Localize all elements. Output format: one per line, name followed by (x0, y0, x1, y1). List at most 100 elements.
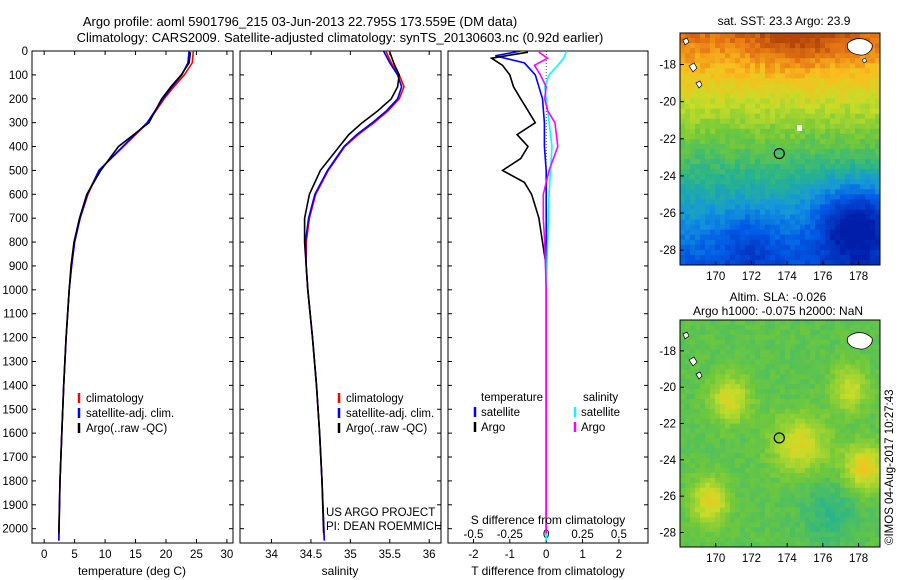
map-cell (810, 194, 816, 200)
map-cell (765, 149, 771, 155)
map-cell (805, 118, 811, 125)
map-cell (695, 33, 701, 39)
map-cell (825, 334, 831, 341)
map-cell (860, 199, 866, 205)
map-cell (745, 542, 751, 547)
map-cell (810, 384, 816, 390)
map-cell (760, 389, 766, 395)
map-cell (695, 389, 701, 395)
map-cell (815, 123, 821, 130)
map-cell (875, 83, 880, 89)
map-cell (715, 43, 721, 49)
map-cell (785, 482, 791, 489)
map-cell (870, 239, 876, 246)
map-cell (805, 149, 811, 155)
map-cell (740, 108, 746, 115)
map-cell (850, 379, 856, 385)
map-cell (775, 497, 781, 503)
map-cell (850, 169, 856, 175)
map-cell (870, 507, 876, 513)
map-cell (800, 394, 806, 400)
map-cell (765, 320, 771, 326)
map-cell (785, 468, 791, 474)
map-cell (840, 128, 846, 135)
x-top-tick-label: -0.5 (464, 529, 484, 541)
map-cell (760, 259, 766, 265)
map-cell (835, 133, 841, 140)
map-cell (690, 184, 696, 190)
map-cell (780, 108, 786, 115)
map-cell (805, 413, 811, 420)
map-cell (865, 472, 871, 479)
map-cell (805, 38, 811, 44)
map-cell (785, 159, 791, 165)
map-cell (780, 149, 786, 155)
map-cell (865, 320, 871, 326)
map-cell (855, 423, 861, 429)
map-cell (710, 522, 716, 528)
map-cell (805, 374, 811, 380)
map-cell (795, 418, 801, 425)
map-cell (745, 389, 751, 395)
map-cell (680, 433, 686, 439)
map-cell (870, 344, 876, 350)
map-cell (805, 364, 811, 370)
map-cell (775, 418, 781, 425)
pi-note: PI: DEAN ROEMMICH (326, 521, 442, 533)
map-cell (805, 68, 811, 74)
map-cell (710, 364, 716, 370)
map-cell (750, 349, 756, 355)
map-cell (800, 234, 806, 241)
map-cell (820, 458, 826, 464)
map-cell (845, 522, 851, 528)
map-cell (765, 259, 771, 265)
map-cell (775, 487, 781, 494)
map-cell (725, 249, 731, 256)
map-cell (735, 38, 741, 44)
map-cell (805, 179, 811, 185)
map-cell (860, 149, 866, 155)
map-cell (730, 249, 736, 256)
map-cell (845, 418, 851, 425)
map-cell (835, 159, 841, 165)
map-cell (725, 179, 731, 185)
map-cell (800, 179, 806, 185)
map-cell (685, 339, 691, 346)
map-cell (700, 359, 706, 365)
map-cell (730, 458, 736, 464)
map-cell (830, 463, 836, 469)
map-cell (695, 458, 701, 464)
map-cell (840, 423, 846, 429)
map-cell (755, 214, 761, 221)
map-cell (705, 174, 711, 180)
map-cell (825, 133, 831, 140)
map-cell (680, 254, 686, 261)
map-cell (710, 103, 716, 110)
map-cell (840, 364, 846, 370)
map-cell (800, 418, 806, 425)
map-cell (865, 394, 871, 400)
map-cell (825, 472, 831, 479)
map-cell (680, 468, 686, 474)
map-cell (775, 88, 781, 94)
map-cell (735, 179, 741, 185)
map-cell (860, 244, 866, 251)
map-cell (830, 354, 836, 360)
x-tick-label: 10 (99, 549, 112, 561)
map-cell (715, 339, 721, 346)
map-cell (850, 418, 856, 425)
map-x-tick-label: 172 (742, 553, 761, 565)
map-cell (810, 369, 816, 375)
map-cell (805, 138, 811, 145)
map-cell (820, 189, 826, 195)
map-cell (875, 48, 880, 54)
map-cell (710, 320, 716, 326)
map-cell (700, 48, 706, 54)
map-cell (710, 174, 716, 180)
map-cell (865, 487, 871, 494)
map-cell (815, 78, 821, 84)
map-cell (815, 339, 821, 346)
map-cell (765, 542, 771, 547)
map-cell (785, 487, 791, 494)
map-cell (825, 164, 831, 170)
